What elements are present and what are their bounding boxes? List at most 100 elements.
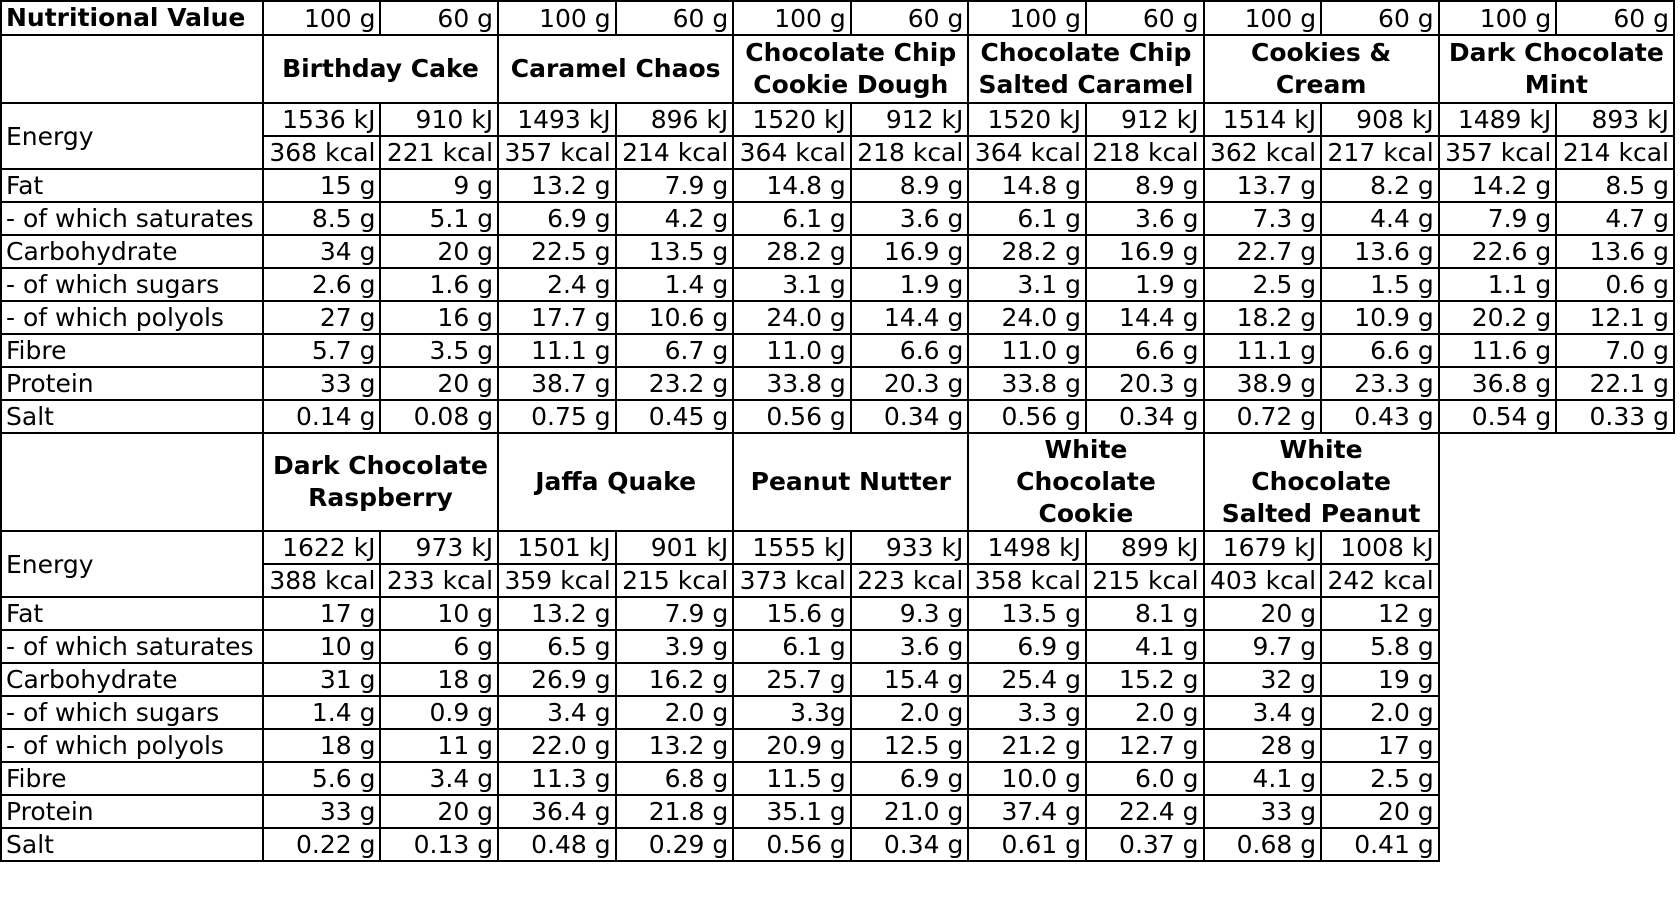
fat-60g-value: 8.9 g bbox=[1084, 168, 1205, 203]
nutrition-table: Nutritional Value 100 g 60 g 100 g 60 g 100 g… bbox=[0, 0, 1676, 862]
fat-100g-value: 14.2 g bbox=[1437, 168, 1558, 203]
sugars-row: - of which sugars 1.4 g 0.9 g 3.4 g 2.0 g 3.3… bbox=[0, 695, 1674, 730]
energy-kcal-60g: 218 kcal bbox=[1084, 135, 1205, 170]
energy-kcal-100g: 364 kcal bbox=[732, 135, 852, 170]
flavour-name: Jaffa Quake bbox=[497, 432, 735, 532]
fat-label: Fat bbox=[0, 596, 264, 631]
nutrition-table-container: Nutritional Value 100 g 60 g 100 g 60 g 100 g… bbox=[0, 0, 1676, 862]
protein-60g-value: 20 g bbox=[1320, 794, 1440, 829]
protein-100g-value: 33 g bbox=[1202, 794, 1323, 829]
salt-60g-value: 0.08 g bbox=[379, 399, 500, 434]
salt-100g-value: 0.14 g bbox=[261, 399, 382, 434]
energy-kj-60g: 933 kJ bbox=[849, 530, 970, 565]
energy-kj-60g: 899 kJ bbox=[1084, 530, 1205, 565]
fibre-60g-value: 3.5 g bbox=[379, 333, 500, 368]
portion-100g-header: 100 g bbox=[1437, 0, 1558, 36]
fat-100g-value: 17 g bbox=[261, 596, 382, 631]
energy-kcal-100g: 357 kcal bbox=[497, 135, 617, 170]
energy-kcal-row: 368 kcal 221 kcal 357 kcal 214 kcal 364 kcal… bbox=[1, 135, 1675, 170]
saturates-100g-value: 6.9 g bbox=[967, 629, 1087, 664]
carbohydrate-100g-value: 28.2 g bbox=[967, 234, 1087, 269]
flavour-name: Cookies & Cream bbox=[1202, 34, 1440, 104]
polyols-60g-value: 16 g bbox=[379, 300, 500, 335]
saturates-100g-value: 6.1 g bbox=[732, 629, 852, 664]
saturates-60g-value: 3.6 g bbox=[849, 201, 970, 236]
salt-60g-value: 0.34 g bbox=[1084, 399, 1205, 434]
fibre-100g-value: 11.0 g bbox=[967, 333, 1087, 368]
saturates-100g-value: 9.7 g bbox=[1202, 629, 1323, 664]
saturates-100g-value: 6.9 g bbox=[497, 201, 617, 236]
protein-100g-value: 33.8 g bbox=[732, 366, 852, 401]
polyols-60g-value: 11 g bbox=[379, 728, 500, 763]
protein-60g-value: 20.3 g bbox=[849, 366, 970, 401]
portion-100g-header: 100 g bbox=[732, 0, 852, 36]
salt-60g-value: 0.45 g bbox=[614, 399, 735, 434]
sugars-60g-value: 2.0 g bbox=[1320, 695, 1440, 730]
saturates-60g-value: 3.9 g bbox=[614, 629, 735, 664]
protein-label: Protein bbox=[0, 794, 264, 829]
protein-60g-value: 21.0 g bbox=[849, 794, 970, 829]
sugars-100g-value: 1.1 g bbox=[1437, 267, 1558, 302]
flavour-name: Chocolate Chip Salted Caramel bbox=[967, 34, 1205, 104]
polyols-100g-value: 24.0 g bbox=[732, 300, 852, 335]
polyols-60g-value: 13.2 g bbox=[614, 728, 735, 763]
saturates-60g-value: 5.8 g bbox=[1320, 629, 1440, 664]
portion-60g-header: 60 g bbox=[1320, 0, 1440, 36]
energy-kj-100g: 1520 kJ bbox=[967, 102, 1087, 137]
protein-100g-value: 35.1 g bbox=[732, 794, 852, 829]
energy-kcal-60g: 217 kcal bbox=[1320, 135, 1440, 170]
flavour-name: Dark Chocolate Mint bbox=[1437, 34, 1676, 104]
flavour-name: Dark Chocolate Raspberry bbox=[261, 432, 500, 532]
blank-area bbox=[1437, 432, 1674, 861]
saturates-100g-value: 6.1 g bbox=[732, 201, 852, 236]
salt-100g-value: 0.75 g bbox=[497, 399, 617, 434]
flavour-name-row: Dark Chocolate Raspberry Jaffa Quake Peanu… bbox=[0, 432, 1674, 861]
protein-100g-value: 38.9 g bbox=[1202, 366, 1323, 401]
energy-kcal-100g: 358 kcal bbox=[967, 563, 1087, 598]
fibre-label: Fibre bbox=[0, 761, 264, 796]
flavour-name: White Chocolate Cookie bbox=[967, 432, 1205, 532]
carbohydrate-60g-value: 19 g bbox=[1320, 662, 1440, 697]
salt-row: Salt 0.22 g 0.13 g 0.48 g 0.29 g 0.56 g 0.34 g… bbox=[0, 827, 1674, 862]
fibre-row: Fibre 5.6 g 3.4 g 11.3 g 6.8 g 11.5 g 6.9 g 10.… bbox=[0, 761, 1674, 796]
energy-kj-100g: 1514 kJ bbox=[1202, 102, 1323, 137]
carbohydrate-100g-value: 26.9 g bbox=[497, 662, 617, 697]
sugars-100g-value: 3.4 g bbox=[497, 695, 617, 730]
protein-100g-value: 38.7 g bbox=[497, 366, 617, 401]
saturates-100g-value: 7.9 g bbox=[1437, 201, 1558, 236]
saturates-100g-value: 6.1 g bbox=[967, 201, 1087, 236]
energy-kcal-100g: 364 kcal bbox=[967, 135, 1087, 170]
salt-100g-value: 0.54 g bbox=[1437, 399, 1558, 434]
protein-100g-value: 33 g bbox=[261, 366, 382, 401]
flavour-row-label-empty bbox=[0, 432, 264, 532]
portion-60g-header: 60 g bbox=[849, 0, 970, 36]
salt-60g-value: 0.29 g bbox=[614, 827, 735, 862]
fibre-row: Fibre 5.7 g 3.5 g 11.1 g 6.7 g 11.0 g 6.6 g 11.… bbox=[0, 333, 1675, 368]
fibre-100g-value: 5.6 g bbox=[261, 761, 382, 796]
carbohydrate-60g-value: 16.9 g bbox=[849, 234, 970, 269]
energy-kcal-60g: 242 kcal bbox=[1320, 563, 1440, 598]
salt-60g-value: 0.43 g bbox=[1320, 399, 1440, 434]
protein-60g-value: 21.8 g bbox=[614, 794, 735, 829]
protein-60g-value: 23.2 g bbox=[614, 366, 735, 401]
fibre-label: Fibre bbox=[0, 333, 264, 368]
energy-kj-100g: 1679 kJ bbox=[1202, 530, 1323, 565]
energy-kj-100g: 1555 kJ bbox=[732, 530, 852, 565]
energy-kj-100g: 1536 kJ bbox=[261, 102, 382, 137]
fat-60g-value: 7.9 g bbox=[614, 596, 735, 631]
carbohydrate-60g-value: 20 g bbox=[379, 234, 500, 269]
fat-100g-value: 14.8 g bbox=[732, 168, 852, 203]
fibre-60g-value: 6.8 g bbox=[614, 761, 735, 796]
polyols-60g-value: 10.9 g bbox=[1320, 300, 1440, 335]
fibre-100g-value: 11.6 g bbox=[1437, 333, 1558, 368]
portion-100g-header: 100 g bbox=[967, 0, 1087, 36]
fat-60g-value: 8.2 g bbox=[1320, 168, 1440, 203]
energy-kj-row: Energy 1536 kJ 910 kJ 1493 kJ 896 kJ 1520 kJ 9… bbox=[0, 102, 1675, 170]
polyols-label: - of which polyols bbox=[0, 300, 264, 335]
sugars-100g-value: 3.1 g bbox=[967, 267, 1087, 302]
energy-kj-60g: 912 kJ bbox=[849, 102, 970, 137]
carbohydrate-100g-value: 22.5 g bbox=[497, 234, 617, 269]
fat-100g-value: 15 g bbox=[261, 168, 382, 203]
carbohydrate-60g-value: 15.2 g bbox=[1084, 662, 1205, 697]
